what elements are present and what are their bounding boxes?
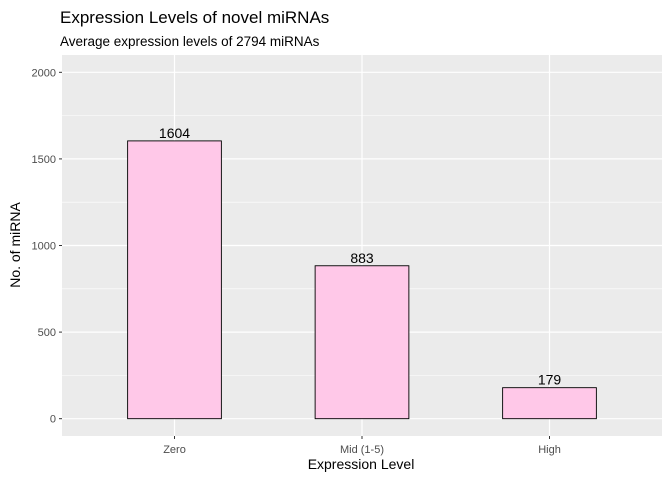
bars — [127, 140, 597, 420]
data-label: 1604 — [159, 125, 190, 141]
y-tick-label: 500 — [38, 327, 56, 339]
data-label: 179 — [538, 372, 562, 388]
x-tick-label: High — [538, 444, 561, 456]
x-tick-label: Zero — [163, 444, 186, 456]
y-tick-label: 2000 — [32, 67, 56, 79]
x-tick-label: Mid (1-5) — [340, 444, 384, 456]
bar-zero — [127, 140, 222, 420]
y-axis-ticks: 0 500 1000 1500 2000 — [32, 67, 62, 426]
x-axis-ticks: Zero Mid (1-5) High — [163, 436, 561, 456]
chart-title: Expression Levels of novel miRNAs — [60, 8, 329, 27]
bar-mid-1-5 — [314, 265, 410, 420]
bar-high — [502, 387, 597, 420]
chart-subtitle: Average expression levels of 2794 miRNAs — [60, 34, 320, 49]
y-tick-label: 0 — [50, 414, 56, 426]
y-axis-title: No. of miRNA — [7, 202, 23, 288]
data-label: 883 — [350, 250, 374, 266]
bar-labels: 1604 883 179 — [159, 125, 561, 388]
y-tick-label: 1500 — [32, 154, 56, 166]
y-tick-label: 1000 — [32, 241, 56, 253]
x-axis-title: Expression Level — [308, 456, 415, 472]
